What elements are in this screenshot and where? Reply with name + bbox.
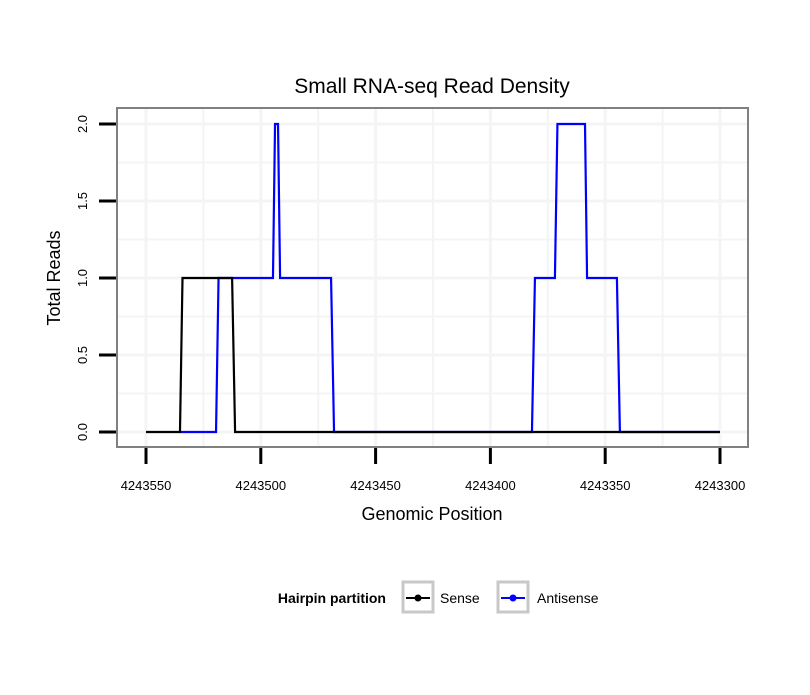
legend-point-antisense <box>509 594 517 602</box>
x-tick-label: 4243300 <box>695 478 746 493</box>
legend-label-sense: Sense <box>440 590 480 606</box>
legend-item-antisense: Antisense <box>496 580 599 614</box>
grid <box>118 109 747 446</box>
x-tick-label: 4243500 <box>235 478 286 493</box>
x-axis-label: Genomic Position <box>361 504 502 524</box>
x-tick-label: 4243550 <box>121 478 172 493</box>
legend-item-sense: Sense <box>401 580 480 614</box>
x-tick-label: 4243450 <box>350 478 401 493</box>
y-tick-label: 1.5 <box>75 192 90 210</box>
y-tick-label: 2.0 <box>75 115 90 133</box>
chart-title: Small RNA-seq Read Density <box>294 75 570 98</box>
y-tick-label: 0.5 <box>75 346 90 364</box>
x-tick-label: 4243350 <box>580 478 631 493</box>
series-line-sense <box>146 276 720 434</box>
y-tick-label: 1.0 <box>75 269 90 287</box>
legend-label-antisense: Antisense <box>537 590 599 606</box>
axes: 4243550 4243500 4243450 4243400 4243350 42433… <box>75 115 745 493</box>
y-tick-label: 0.0 <box>75 423 90 441</box>
legend-title: Hairpin partition <box>278 590 386 606</box>
y-axis-label: Total Reads <box>44 230 64 325</box>
plot-panel-border <box>116 107 749 448</box>
x-tick-label: 4243400 <box>465 478 516 493</box>
legend: Hairpin partition Sense Antisense <box>278 580 599 614</box>
legend-point-sense <box>414 594 422 602</box>
series-layer <box>146 122 720 434</box>
